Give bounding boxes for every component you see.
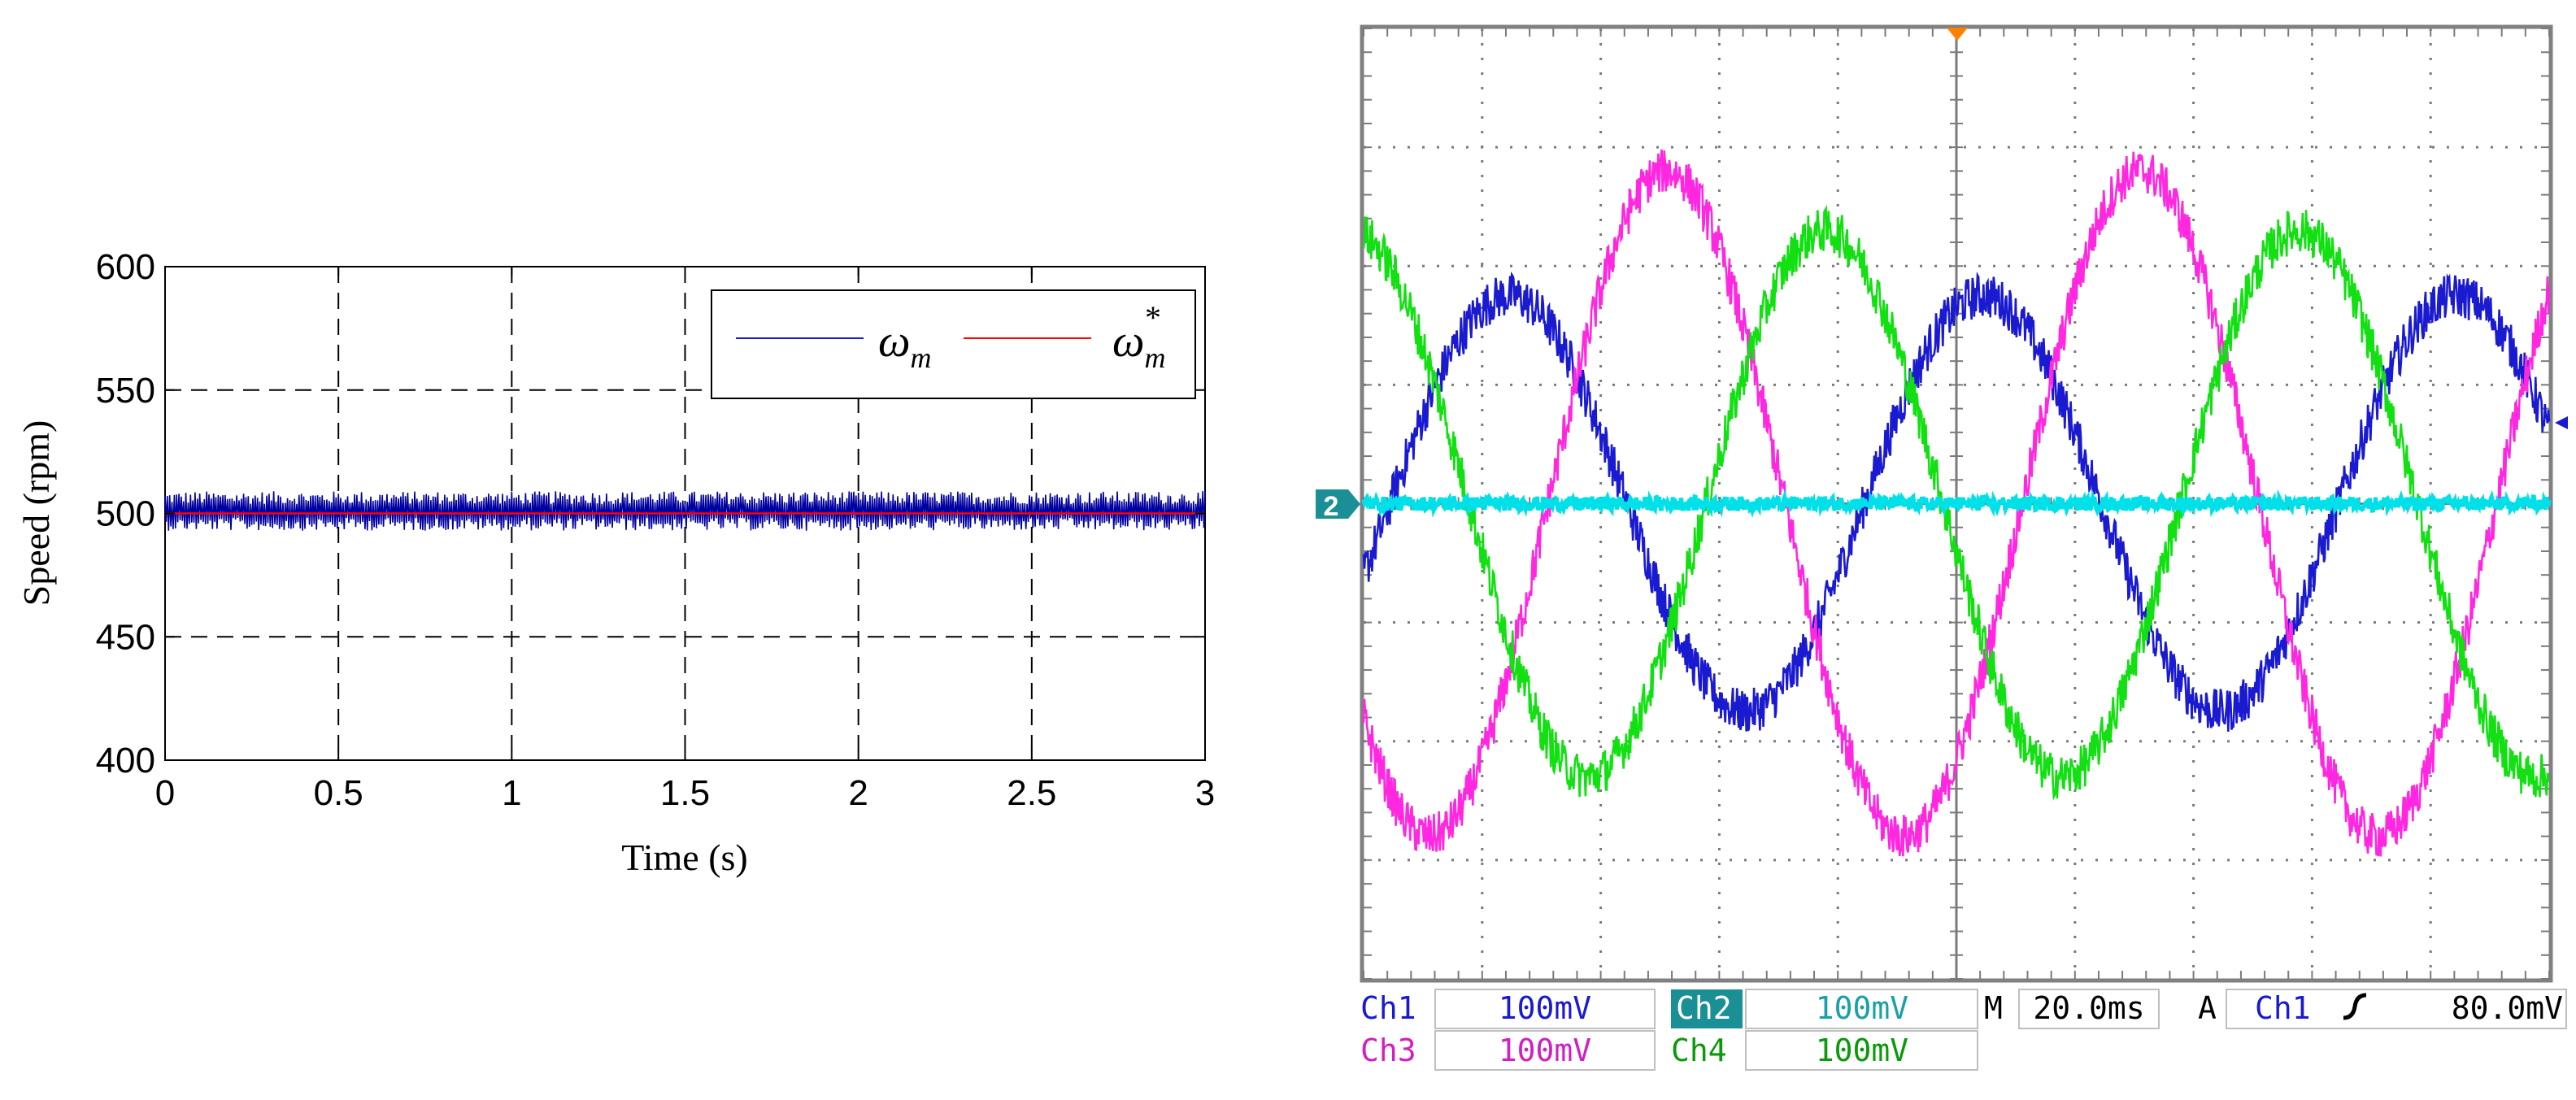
timebase-box <box>2018 989 2160 1029</box>
ch2-scale: 100mV <box>1816 990 1908 1026</box>
trace-ch2 <box>1361 489 2552 518</box>
ch2-label: Ch2 <box>1676 990 1732 1026</box>
speed-y-tick-labels: 400 450 500 550 600 <box>96 247 155 780</box>
trigger-source: Ch1 <box>2255 990 2311 1026</box>
ch2-marker-shape <box>1316 489 1360 519</box>
trigger-position-marker <box>1947 28 1968 41</box>
timebase-prefix: M <box>1984 990 2003 1026</box>
ch1-label: Ch1 <box>1360 990 1416 1026</box>
ch2-scale-box <box>1745 989 1978 1029</box>
scope-traces <box>1361 149 2552 857</box>
legend-reference-sub: m <box>1145 341 1166 374</box>
timebase-value: 20.0ms <box>2033 990 2144 1026</box>
trace-ch3 <box>1362 149 2551 857</box>
speed-x-tick-label: 2 <box>848 773 868 813</box>
ch4-scale: 100mV <box>1816 1033 1908 1068</box>
speed-y-tick-label: 550 <box>96 371 155 411</box>
trace-ch1 <box>1362 271 2551 732</box>
trigger-level: 80.0mV <box>2452 990 2563 1026</box>
legend-label-measured: ωm <box>878 316 932 374</box>
speed-y-tick-label: 500 <box>96 494 155 534</box>
speed-legend: ωm ωm * <box>711 289 1196 399</box>
ch2-label-bg <box>1671 989 1743 1028</box>
ch1-scale-box <box>1434 989 1656 1029</box>
speed-traces <box>164 491 1206 531</box>
legend-label-reference: ωm <box>1112 316 1166 374</box>
trigger-label: A <box>2198 990 2217 1026</box>
ch3-scale: 100mV <box>1499 1033 1591 1068</box>
ch2-marker-label: 2 <box>1324 491 1339 522</box>
speed-x-tick-label: 0.5 <box>314 773 363 813</box>
oscilloscope: 2 Ch1 100mV Ch2 100mV M 20.0ms A Ch1 80.… <box>1316 24 2568 1071</box>
trigger-slope-icon <box>2343 993 2367 1020</box>
series-measured-speed <box>164 491 1206 531</box>
speed-y-tick-label: 450 <box>96 617 155 657</box>
speed-y-axis-label: Speed (rpm) <box>15 420 57 607</box>
ch2-ground-marker: 2 <box>1316 489 1360 522</box>
ch4-scale-box <box>1745 1030 1978 1071</box>
trigger-box <box>2226 989 2567 1029</box>
speed-y-tick-label: 600 <box>96 247 155 287</box>
legend-reference-sup: * <box>1145 299 1161 336</box>
speed-x-axis-label: Time (s) <box>621 837 748 878</box>
speed-x-tick-label: 2.5 <box>1007 773 1056 813</box>
speed-y-tick-label: 400 <box>96 741 155 780</box>
speed-x-tick-label: 3 <box>1195 773 1215 813</box>
scope-status-bar: Ch1 100mV Ch2 100mV M 20.0ms A Ch1 80.0m… <box>1360 989 2567 1071</box>
ch3-scale-box <box>1434 1030 1656 1071</box>
ch4-label: Ch4 <box>1671 1033 1727 1068</box>
legend-box <box>711 289 1196 399</box>
speed-x-tick-label: 1.5 <box>660 773 710 813</box>
speed-ticks <box>164 266 1206 761</box>
trace-ch4 <box>1362 204 2550 801</box>
speed-x-tick-label: 1 <box>502 773 521 813</box>
ch3-label: Ch3 <box>1360 1033 1416 1068</box>
ch1-scale: 100mV <box>1499 990 1591 1026</box>
speed-x-tick-label: 0 <box>155 773 175 813</box>
legend-measured-sub: m <box>911 341 932 374</box>
legend-measured-symbol: ω <box>878 316 911 367</box>
trigger-level-marker <box>2555 416 2568 429</box>
speed-plot: 0 0.5 1 1.5 2 2.5 3 400 450 500 550 600 Time (s) S… <box>15 247 1215 878</box>
speed-x-tick-labels: 0 0.5 1 1.5 2 2.5 3 <box>155 773 1215 813</box>
legend-reference-symbol: ω <box>1112 316 1145 367</box>
